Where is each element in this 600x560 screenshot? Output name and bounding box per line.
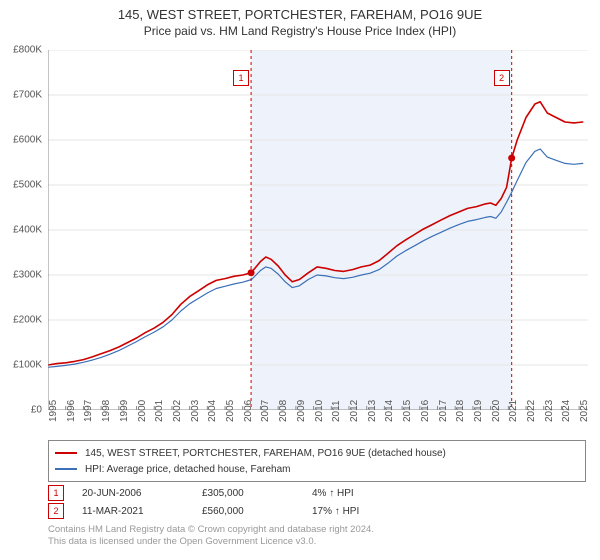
x-tick-label: 2011	[331, 400, 342, 422]
y-tick-label: £200K	[2, 315, 42, 326]
attribution: Contains HM Land Registry data © Crown c…	[48, 524, 588, 548]
sale-marker-2: 2	[48, 503, 64, 519]
chart-subtitle: Price paid vs. HM Land Registry's House …	[0, 24, 600, 42]
x-tick-label: 2021	[508, 400, 519, 422]
x-tick-label: 2017	[438, 400, 449, 422]
x-tick-label: 2002	[172, 400, 183, 422]
legend-swatch-property	[55, 452, 77, 454]
x-tick-label: 2016	[420, 400, 431, 422]
x-tick-label: 2006	[243, 400, 254, 422]
x-tick-label: 2020	[491, 400, 502, 422]
attribution-line1: Contains HM Land Registry data © Crown c…	[48, 524, 588, 536]
sale-diff-2: 17% ↑ HPI	[312, 506, 432, 517]
attribution-line2: This data is licensed under the Open Gov…	[48, 536, 588, 548]
sale-price-1: £305,000	[202, 488, 312, 499]
chart-container: 145, WEST STREET, PORTCHESTER, FAREHAM, …	[0, 0, 600, 560]
x-tick-label: 2005	[225, 400, 236, 422]
sales-table: 1 20-JUN-2006 £305,000 4% ↑ HPI 2 11-MAR…	[48, 484, 586, 520]
x-tick-label: 1998	[101, 400, 112, 422]
sales-row-2: 2 11-MAR-2021 £560,000 17% ↑ HPI	[48, 502, 586, 520]
legend-label-property: 145, WEST STREET, PORTCHESTER, FAREHAM, …	[85, 448, 446, 459]
x-tick-label: 2024	[561, 400, 572, 422]
x-tick-label: 2013	[367, 400, 378, 422]
y-tick-label: £500K	[2, 180, 42, 191]
x-tick-label: 2003	[190, 400, 201, 422]
legend-row-property: 145, WEST STREET, PORTCHESTER, FAREHAM, …	[55, 445, 579, 461]
legend-label-hpi: HPI: Average price, detached house, Fare…	[85, 464, 291, 475]
x-tick-label: 2001	[154, 400, 165, 422]
y-tick-label: £300K	[2, 270, 42, 281]
y-tick-label: £400K	[2, 225, 42, 236]
chart-area: £0£100K£200K£300K£400K£500K£600K£700K£80…	[48, 50, 588, 410]
chart-svg	[48, 50, 588, 410]
sales-row-1: 1 20-JUN-2006 £305,000 4% ↑ HPI	[48, 484, 586, 502]
x-tick-label: 2008	[278, 400, 289, 422]
y-tick-label: £100K	[2, 360, 42, 371]
x-tick-label: 2004	[207, 400, 218, 422]
sale-marker-box: 1	[233, 70, 249, 86]
x-tick-label: 2015	[402, 400, 413, 422]
x-tick-label: 2010	[314, 400, 325, 422]
y-tick-label: £0	[2, 405, 42, 416]
x-tick-label: 2009	[296, 400, 307, 422]
legend-row-hpi: HPI: Average price, detached house, Fare…	[55, 461, 579, 477]
x-tick-label: 1996	[66, 400, 77, 422]
sale-price-2: £560,000	[202, 506, 312, 517]
x-tick-label: 2022	[526, 400, 537, 422]
legend: 145, WEST STREET, PORTCHESTER, FAREHAM, …	[48, 440, 586, 482]
x-tick-label: 2019	[473, 400, 484, 422]
chart-title: 145, WEST STREET, PORTCHESTER, FAREHAM, …	[0, 0, 600, 24]
sale-date-1: 20-JUN-2006	[82, 488, 202, 499]
x-tick-label: 2018	[455, 400, 466, 422]
y-tick-label: £600K	[2, 135, 42, 146]
x-tick-label: 2000	[137, 400, 148, 422]
sale-diff-1: 4% ↑ HPI	[312, 488, 432, 499]
sale-marker-box: 2	[494, 70, 510, 86]
x-tick-label: 2012	[349, 400, 360, 422]
x-tick-label: 1997	[83, 400, 94, 422]
x-tick-label: 2007	[260, 400, 271, 422]
y-tick-label: £700K	[2, 90, 42, 101]
x-tick-label: 2025	[579, 400, 590, 422]
x-tick-label: 1999	[119, 400, 130, 422]
y-tick-label: £800K	[2, 45, 42, 56]
legend-swatch-hpi	[55, 468, 77, 470]
sale-marker-1: 1	[48, 485, 64, 501]
x-tick-label: 1995	[48, 400, 59, 422]
sale-date-2: 11-MAR-2021	[82, 506, 202, 517]
x-tick-label: 2014	[384, 400, 395, 422]
x-tick-label: 2023	[544, 400, 555, 422]
